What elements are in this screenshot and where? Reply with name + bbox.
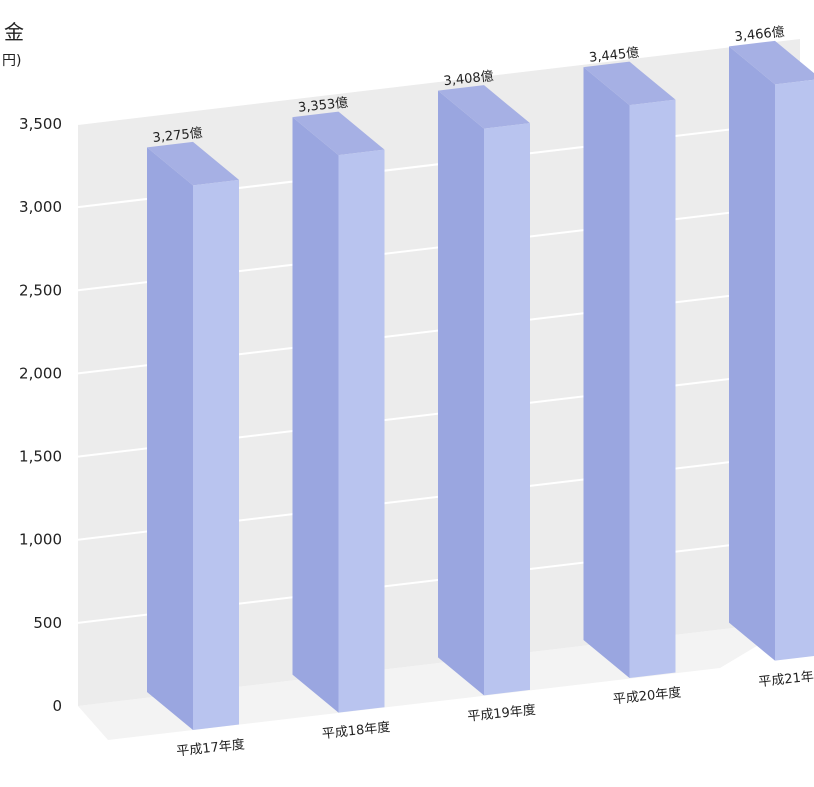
y-tick-label: 1,500 xyxy=(19,448,62,466)
bar-top xyxy=(292,111,385,156)
y-tick-label: 2,000 xyxy=(19,364,62,382)
bar xyxy=(484,123,530,696)
x-tick-label: 平成18年度 xyxy=(321,719,391,742)
data-label: 3,466億 xyxy=(734,24,786,45)
gridline xyxy=(77,37,801,125)
bar-side xyxy=(147,147,193,730)
y-tick-label: 500 xyxy=(33,614,62,632)
bar-side xyxy=(292,117,339,713)
bar-side xyxy=(729,46,775,661)
data-label: 3,275億 xyxy=(152,125,204,146)
bar xyxy=(775,79,814,661)
bar-top xyxy=(729,40,814,85)
y-tick-label: 3,500 xyxy=(19,115,62,133)
x-tick-label: 平成19年度 xyxy=(467,702,537,725)
bar-top xyxy=(147,141,239,186)
bar-top xyxy=(583,61,676,106)
x-tick-label: 平成20年度 xyxy=(612,684,682,707)
x-tick-label: 平成17年度 xyxy=(176,736,246,759)
data-label: 3,445億 xyxy=(588,45,640,66)
y-tick-label: 0 xyxy=(52,697,62,715)
data-label: 3,408億 xyxy=(443,68,495,89)
bar xyxy=(193,179,239,731)
y-tick-label: 1,000 xyxy=(19,531,62,549)
bar xyxy=(338,149,385,713)
chart-title-fragment: 金 xyxy=(4,20,24,44)
bar-side xyxy=(583,67,630,679)
chart-unit-fragment: 円) xyxy=(2,53,22,69)
x-tick-label: 平成21年度 xyxy=(758,667,814,690)
y-tick-label: 3,000 xyxy=(19,198,62,216)
y-tick-label: 2,500 xyxy=(19,281,62,299)
bar-side xyxy=(438,90,484,696)
data-label: 3,353億 xyxy=(297,95,349,116)
bar-top xyxy=(438,85,530,129)
bar xyxy=(629,99,676,679)
